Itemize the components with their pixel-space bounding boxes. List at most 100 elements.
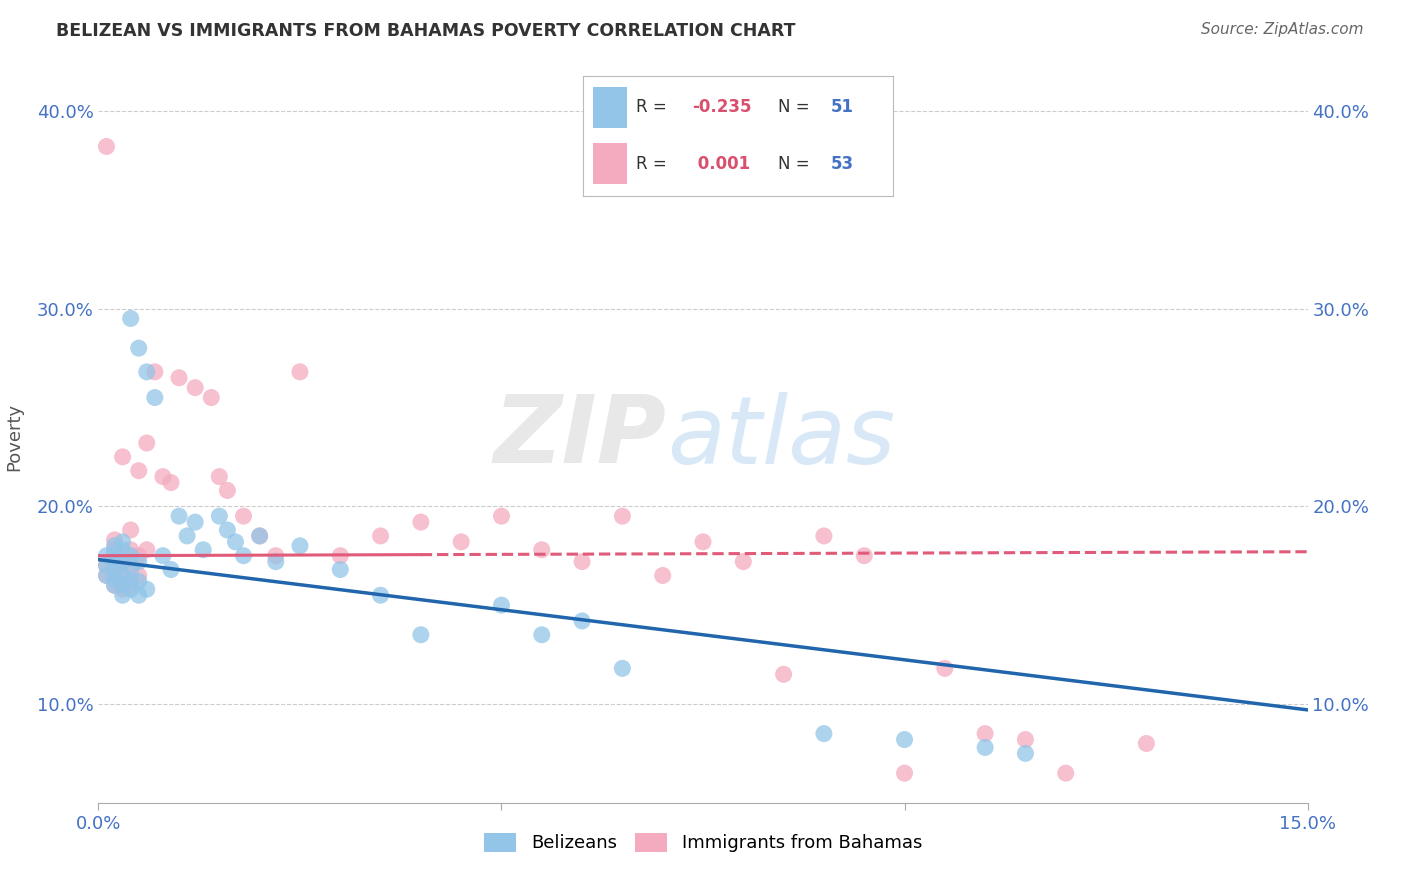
Point (152, 549, 174, 563)
Point (329, 549, 352, 563)
Point (103, 539, 125, 553)
Point (128, 568, 150, 582)
Point (491, 598, 513, 612)
Point (813, 726, 835, 740)
Point (160, 562, 183, 576)
Point (612, 661, 634, 675)
Point (111, 568, 134, 582)
Point (893, 732, 915, 747)
Point (152, 469, 174, 483)
Point (184, 381, 207, 395)
Point (571, 614, 593, 628)
Point (96, 139, 118, 153)
Point (1014, 747, 1036, 761)
Point (974, 726, 997, 740)
Point (103, 562, 125, 576)
Point (934, 661, 956, 675)
FancyBboxPatch shape (593, 87, 627, 128)
Point (103, 578, 125, 592)
Point (128, 588, 150, 602)
Point (135, 542, 157, 557)
Point (103, 555, 125, 569)
Point (249, 529, 271, 543)
Point (120, 578, 142, 592)
Point (409, 515, 432, 529)
Point (135, 436, 157, 450)
Text: N =: N = (779, 98, 815, 116)
Text: Source: ZipAtlas.com: Source: ZipAtlas.com (1201, 22, 1364, 37)
Point (329, 562, 352, 576)
Point (370, 588, 392, 602)
Point (200, 391, 222, 405)
Point (208, 509, 231, 524)
Text: ZIP: ZIP (494, 391, 666, 483)
Point (120, 542, 142, 557)
Point (772, 667, 794, 681)
Text: 51: 51 (831, 98, 853, 116)
Point (111, 542, 134, 557)
Text: R =: R = (636, 154, 672, 173)
Point (571, 555, 593, 569)
Point (96, 558, 118, 573)
Y-axis label: Poverty: Poverty (4, 403, 22, 471)
Point (120, 562, 142, 576)
Text: R =: R = (636, 98, 672, 116)
Point (264, 549, 287, 563)
Point (111, 588, 134, 602)
Point (128, 555, 150, 569)
Point (120, 582, 142, 597)
Point (96, 558, 118, 573)
Point (120, 558, 142, 573)
Text: BELIZEAN VS IMMIGRANTS FROM BAHAMAS POVERTY CORRELATION CHART: BELIZEAN VS IMMIGRANTS FROM BAHAMAS POVE… (56, 22, 796, 40)
Point (217, 483, 239, 498)
Point (167, 509, 190, 524)
Point (111, 568, 134, 582)
Point (409, 628, 432, 642)
Point (733, 555, 755, 569)
Point (128, 464, 150, 478)
Point (974, 740, 997, 755)
Point (224, 534, 246, 549)
Point (128, 341, 150, 355)
Point (143, 391, 166, 405)
Point (96, 568, 118, 582)
Point (120, 574, 142, 589)
Point (1014, 732, 1036, 747)
Text: 0.001: 0.001 (692, 154, 749, 173)
Point (651, 568, 673, 582)
Point (232, 509, 254, 524)
Point (217, 523, 239, 537)
Point (853, 549, 876, 563)
Point (288, 539, 311, 553)
Point (128, 574, 150, 589)
Point (692, 534, 714, 549)
Point (167, 371, 190, 385)
Point (193, 542, 215, 557)
Point (288, 365, 311, 379)
Point (120, 523, 142, 537)
Point (111, 534, 134, 549)
Point (96, 549, 118, 563)
Point (103, 573, 125, 587)
Legend: Belizeans, Immigrants from Bahamas: Belizeans, Immigrants from Bahamas (477, 826, 929, 860)
Point (103, 547, 125, 561)
Point (135, 582, 157, 597)
Point (249, 529, 271, 543)
Text: N =: N = (779, 154, 815, 173)
Point (184, 515, 207, 529)
Point (893, 766, 915, 780)
Point (111, 578, 134, 592)
Point (491, 509, 513, 524)
Point (264, 555, 287, 569)
Point (530, 542, 553, 557)
Point (111, 555, 134, 569)
Point (160, 475, 183, 490)
Point (103, 533, 125, 547)
Point (103, 578, 125, 592)
Point (103, 555, 125, 569)
Point (111, 450, 134, 464)
Point (120, 311, 142, 326)
Text: atlas: atlas (666, 392, 896, 483)
Point (813, 529, 835, 543)
Point (120, 549, 142, 563)
